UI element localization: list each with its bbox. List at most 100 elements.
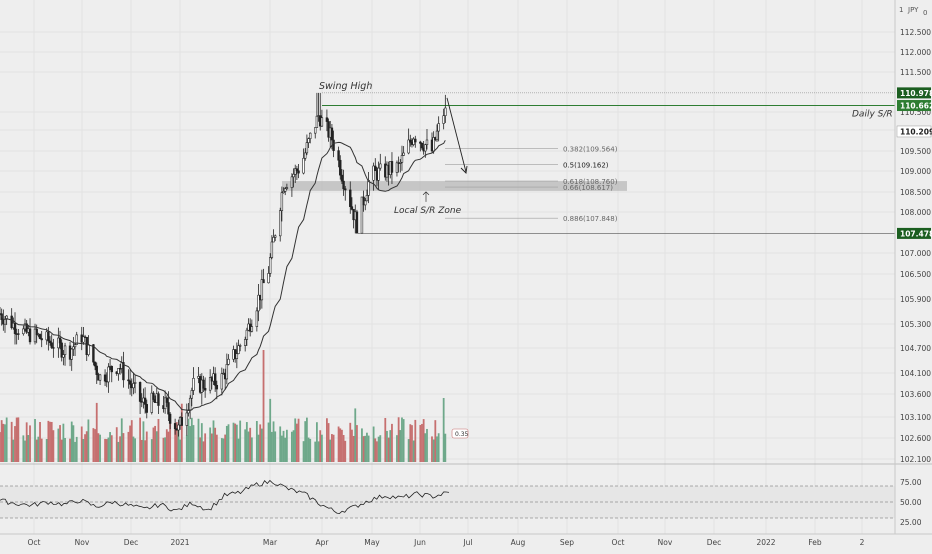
volume-bar — [361, 428, 363, 462]
volume-bar — [396, 435, 398, 462]
candle-body — [314, 127, 317, 134]
candle-body — [425, 139, 429, 145]
volume-bar — [164, 437, 167, 462]
volume-bar — [407, 439, 410, 462]
volume-bar — [436, 436, 438, 462]
x-tick-label: Aug — [511, 538, 526, 547]
local-sr-zone — [282, 181, 627, 191]
candle-body — [98, 374, 102, 381]
volume-bar — [64, 437, 66, 462]
price-badge-text-swing_high: 110.978 — [900, 89, 932, 98]
volume-bar — [354, 408, 357, 462]
fib-label: 0.5(109.162) — [563, 162, 609, 170]
candle-body — [282, 191, 285, 194]
volume-bar — [84, 434, 86, 462]
volume-bar — [214, 427, 217, 462]
volume-bar — [24, 440, 26, 462]
volume-bar — [190, 417, 193, 462]
volume-bar — [227, 424, 230, 462]
volume-bar — [285, 429, 288, 462]
candle-body — [424, 144, 427, 152]
volume-bar — [49, 421, 51, 462]
volume-bar — [222, 438, 225, 462]
y-tick-label: 112.500 — [900, 28, 931, 37]
candle-body — [442, 115, 445, 124]
volume-bar — [351, 429, 353, 462]
volume-bar — [259, 424, 262, 462]
volume-bar — [255, 421, 258, 462]
candle-body — [342, 180, 345, 190]
candle-body — [185, 412, 189, 426]
time-scale[interactable]: Oct Nov Dec 2021 Mar Apr May Jun Jul Aug Sep Oct Nov… — [28, 538, 865, 547]
volume-bar — [341, 429, 343, 462]
volume-bar — [344, 440, 347, 462]
candle-body — [274, 235, 277, 238]
candle-body — [117, 368, 120, 374]
fib-label: 0.66(108.617) — [563, 184, 613, 192]
volume-bar — [72, 425, 75, 462]
volume-bar — [50, 421, 53, 462]
volume-bar — [74, 441, 76, 462]
candle-body — [235, 353, 239, 359]
candle-body — [133, 382, 137, 384]
volume-bar — [110, 435, 113, 462]
price-badge-swing_low — [897, 227, 931, 239]
candle-body — [395, 162, 399, 173]
y-tick-label: 108.500 — [900, 188, 931, 197]
currency-label: 1 JPY 0 — [899, 6, 927, 17]
price-badge-text-current: 110.209 — [900, 127, 932, 136]
candle-body — [372, 165, 375, 181]
volume-bar — [45, 439, 48, 462]
level-lines — [322, 92, 895, 234]
x-tick-label: Apr — [316, 538, 330, 547]
y-tick-label: 111.500 — [900, 68, 931, 77]
volume-bar — [409, 424, 412, 462]
y-tick-label: 104.700 — [900, 344, 931, 353]
candle-body — [295, 168, 299, 172]
fib-label: 0.382(109.564) — [563, 145, 618, 153]
candle-body — [173, 423, 177, 430]
candle-body — [407, 139, 410, 154]
volume-bar — [235, 424, 238, 462]
volume-bar — [82, 439, 85, 462]
x-tick-label: Dec — [707, 538, 722, 547]
fib-label: 0.886(107.848) — [563, 215, 618, 223]
moving-average — [0, 140, 446, 411]
volume-bar — [399, 430, 402, 462]
volume-bar — [364, 435, 367, 462]
y-tick-label: 108.000 — [900, 208, 931, 217]
volume-bar — [162, 437, 165, 462]
y-tick-label: 104.100 — [900, 369, 931, 378]
volume-bar — [342, 435, 345, 462]
volume-bar — [187, 418, 190, 462]
volume-bar — [200, 423, 203, 462]
candle-body — [320, 117, 324, 127]
volume-bar — [144, 440, 147, 462]
candle-body — [188, 397, 192, 411]
volume-bar — [245, 422, 248, 462]
volume-bar — [4, 424, 6, 462]
volume-bar — [329, 439, 332, 462]
daily-sr-label: Daily S/R — [852, 110, 893, 120]
candle-body — [190, 390, 194, 399]
candle-body — [10, 315, 13, 329]
volume-bar — [349, 422, 352, 462]
candle-body — [22, 328, 25, 335]
volume-bar — [402, 419, 405, 462]
candle-body — [409, 139, 412, 143]
candle-body — [402, 152, 405, 156]
x-tick-label: Feb — [808, 538, 822, 547]
candle-body — [60, 342, 63, 358]
svg-text:1: 1 — [899, 6, 903, 14]
candle-body — [360, 196, 364, 234]
volume-bar — [92, 428, 95, 462]
volume-bar — [47, 420, 50, 462]
candle-body — [399, 162, 402, 164]
candle-body — [165, 397, 168, 403]
candle-body — [82, 336, 85, 343]
candles[interactable] — [0, 92, 447, 437]
volume-bar — [35, 439, 38, 462]
candle-body — [414, 138, 417, 143]
